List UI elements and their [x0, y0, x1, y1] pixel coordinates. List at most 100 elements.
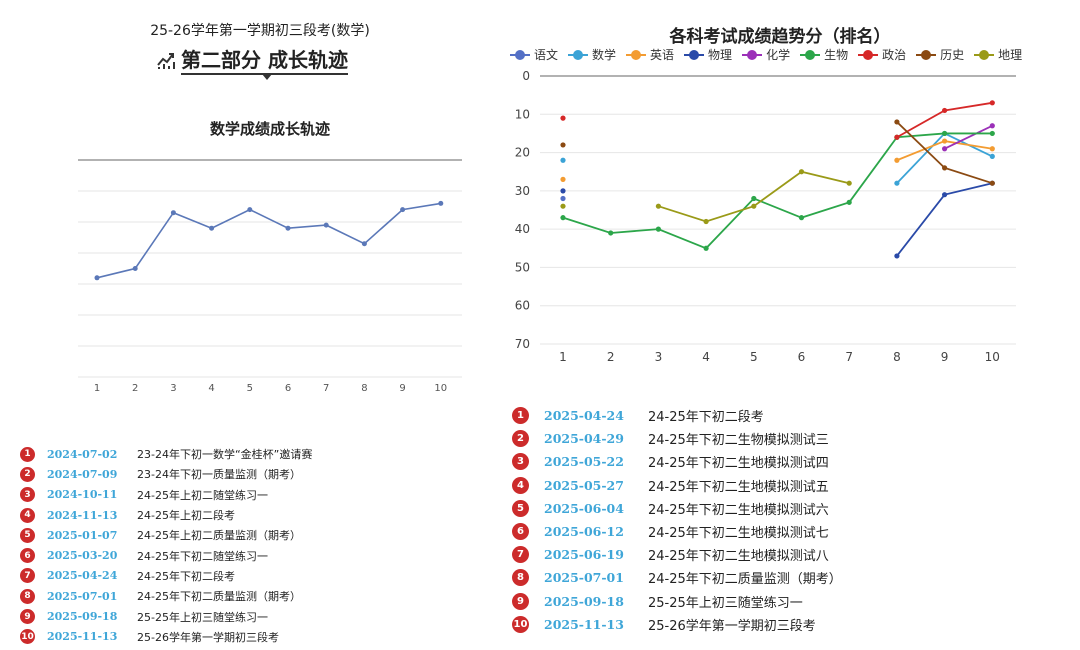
exam-name: 24-25年下初二生物模拟测试三: [648, 433, 829, 449]
subject-exam-row: 4 2025-05-27 24-25年下初二生地模拟测试五: [512, 474, 842, 497]
legend-item[interactable]: 生物: [800, 46, 848, 63]
subject-trend-chart-title: 各科考试成绩趋势分（排名）: [669, 27, 891, 47]
number-badge: 7: [512, 546, 529, 564]
exam-date: 2025-11-13: [544, 616, 624, 632]
subject-exam-row: 10 2025-11-13 25-26学年第一学期初三段考: [512, 613, 842, 636]
math-exam-row: 10 2025-11-13 25-26学年第一学期初三段考: [20, 627, 312, 647]
math-chart-x-tick: 9: [399, 383, 405, 394]
math-chart-x-tick: 8: [361, 383, 367, 394]
exam-date: 2025-06-19: [544, 547, 624, 563]
exam-date: 2025-06-04: [544, 500, 624, 516]
math-exam-row: 9 2025-09-18 25-25年上初三随堂练习一: [20, 606, 312, 626]
subject-exam-row: 5 2025-06-04 24-25年下初二生地模拟测试六: [512, 497, 842, 520]
exam-date: 2025-03-20: [47, 549, 118, 563]
exam-name: 23-24年下初一质量监测（期考）: [137, 468, 301, 482]
exam-name: 25-25年上初三随堂练习一: [648, 595, 803, 611]
legend-item[interactable]: 数学: [568, 46, 616, 63]
subject-legend: 语文 数学 英语 物理 化学 生物 政治 历史 地理: [510, 46, 1075, 63]
exam-name: 24-25年下初二生地模拟测试四: [648, 456, 829, 472]
math-exam-row: 2 2024-07-09 23-24年下初一质量监测（期考）: [20, 464, 312, 484]
exam-name: 24-25年上初二质量监测（期考）: [137, 529, 301, 543]
math-score-point: [438, 200, 444, 206]
legend-swatch: [742, 49, 763, 60]
exam-name: 24-25年下初二质量监测（期考）: [648, 572, 842, 588]
number-badge: 9: [512, 592, 529, 610]
legend-swatch: [626, 49, 647, 60]
legend-item[interactable]: 语文: [510, 46, 558, 63]
number-badge: 4: [512, 476, 529, 494]
section-heading-label: 第二部分 成长轨迹: [181, 48, 348, 75]
subject-exam-row: 1 2025-04-24 24-25年下初二段考: [512, 404, 842, 427]
math-score-point: [94, 275, 100, 281]
exam-name: 24-25年上初二段考: [137, 509, 235, 523]
math-exam-list: 1 2024-07-02 23-24年下初一数学“金桂杯”邀请赛 2 2024-07-0…: [20, 444, 312, 647]
exam-date: 2025-07-01: [47, 589, 118, 603]
legend-item[interactable]: 政治: [858, 46, 906, 63]
number-badge: 10: [20, 629, 35, 645]
math-chart-x-tick: 7: [323, 383, 329, 394]
subject-exam-row: 8 2025-07-01 24-25年下初二质量监测（期考）: [512, 566, 842, 589]
math-score-point: [170, 210, 176, 216]
math-chart-x-tick: 1: [94, 383, 100, 394]
math-exam-row: 3 2024-10-11 24-25年上初二随堂练习一: [20, 485, 312, 505]
subject-exam-row: 6 2025-06-12 24-25年下初二生地模拟测试七: [512, 520, 842, 543]
exam-name: 24-25年下初二质量监测（期考）: [137, 590, 301, 604]
legend-swatch: [858, 49, 879, 60]
subject-exam-list: 1 2025-04-24 24-25年下初二段考 2 2025-04-29 24-25年下…: [512, 404, 842, 636]
math-exam-row: 1 2024-07-02 23-24年下初一数学“金桂杯”邀请赛: [20, 444, 312, 464]
exam-name: 23-24年下初一数学“金桂杯”邀请赛: [137, 448, 313, 462]
exam-name: 24-25年下初二生地模拟测试七: [648, 526, 829, 542]
number-badge: 3: [20, 487, 35, 503]
exam-name: 24-25年上初二随堂练习一: [137, 488, 268, 502]
math-chart-x-tick: 4: [208, 383, 214, 394]
exam-date: 2024-11-13: [47, 508, 118, 522]
number-badge: 1: [20, 446, 35, 462]
exam-name: 24-25年下初二段考: [137, 569, 235, 583]
subject-exam-row: 9 2025-09-18 25-25年上初三随堂练习一: [512, 590, 842, 613]
exam-name: 25-26学年第一学期初三段考: [137, 630, 279, 644]
number-badge: 5: [512, 499, 529, 517]
number-badge: 10: [512, 615, 529, 633]
exam-name: 25-25年上初三随堂练习一: [137, 610, 268, 624]
legend-label: 物理: [708, 48, 733, 62]
legend-swatch: [684, 49, 705, 60]
math-score-point: [285, 225, 291, 231]
exam-name: 24-25年下初二生地模拟测试六: [648, 502, 829, 518]
math-score-point: [132, 266, 138, 271]
legend-item[interactable]: 英语: [626, 46, 674, 63]
legend-item[interactable]: 历史: [916, 46, 964, 63]
math-score-line: [96, 202, 441, 279]
exam-name: 24-25年下初二随堂练习一: [137, 549, 268, 563]
number-badge: 5: [20, 527, 35, 543]
math-chart-x-tick: 10: [434, 383, 447, 394]
legend-swatch: [510, 49, 530, 60]
legend-item[interactable]: 地理: [974, 46, 1022, 63]
exam-date: 2025-04-24: [544, 408, 624, 424]
math-exam-row: 7 2025-04-24 24-25年下初二段考: [20, 566, 312, 586]
subject-exam-row: 7 2025-06-19 24-25年下初二生地模拟测试八: [512, 543, 842, 566]
section-heading: 第二部分 成长轨迹: [155, 46, 348, 76]
exam-name: 24-25年下初二段考: [648, 410, 764, 426]
math-chart-title: 数学成绩成长轨迹: [209, 120, 330, 138]
math-score-point: [400, 207, 406, 213]
exam-date: 2025-05-22: [544, 454, 624, 470]
growth-chart-icon: [157, 53, 175, 69]
number-badge: 8: [512, 569, 529, 587]
number-badge: 6: [20, 548, 35, 564]
number-badge: 4: [20, 507, 35, 523]
number-badge: 3: [512, 453, 529, 471]
legend-item[interactable]: 物理: [684, 46, 732, 63]
legend-label: 政治: [882, 48, 907, 62]
exam-date: 2024-10-11: [47, 488, 118, 502]
legend-label: 历史: [940, 48, 965, 62]
number-badge: 2: [512, 430, 529, 448]
number-badge: 2: [20, 466, 35, 482]
legend-label: 生物: [824, 48, 849, 62]
legend-label: 语文: [534, 48, 559, 62]
legend-swatch: [916, 49, 937, 60]
exam-date: 2025-04-29: [544, 431, 624, 447]
legend-label: 化学: [766, 48, 791, 62]
exam-name: 24-25年下初二生地模拟测试八: [648, 549, 829, 565]
legend-item[interactable]: 化学: [742, 46, 790, 63]
